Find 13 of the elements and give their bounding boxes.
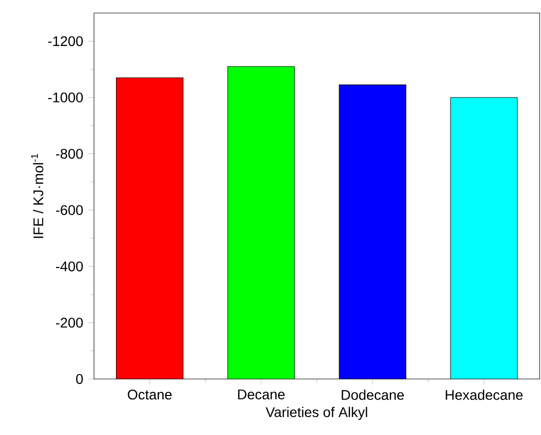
y-tick-label: -800: [56, 148, 83, 159]
x-tick-label: Octane: [128, 390, 172, 400]
y-axis-title: IFE / KJ·mol$^{-1}$: [31, 154, 44, 238]
y-tick-label: -1200: [48, 36, 83, 46]
y-tick-label: -400: [56, 261, 83, 272]
y-tick-label: -600: [56, 205, 83, 216]
x-tick-label: Decane: [238, 390, 285, 400]
x-tick-label: Dodecane: [342, 390, 404, 400]
x-axis-title: Varieties of Alkyl: [266, 406, 368, 420]
y-tick-label: -1000: [48, 92, 83, 102]
y-tick-label: -200: [56, 318, 83, 328]
y-tick-label: 0: [76, 374, 83, 384]
x-tick-label: Hexadecane: [446, 390, 523, 400]
